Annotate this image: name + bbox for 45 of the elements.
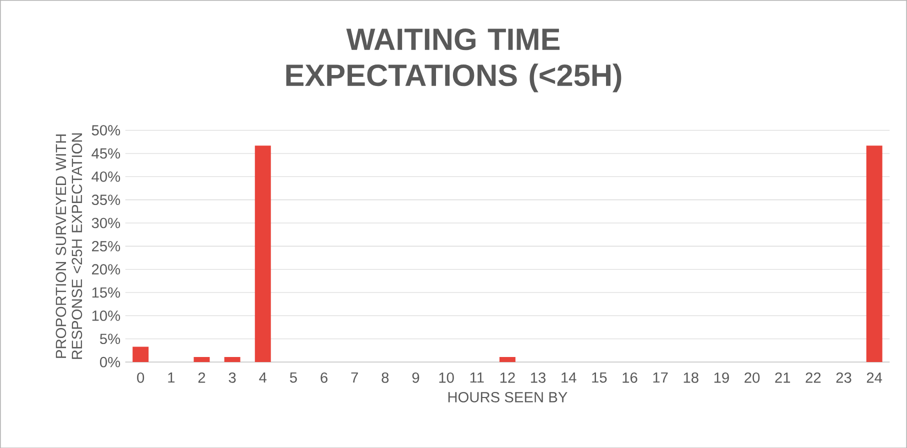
x-tick-label: 20	[744, 372, 760, 383]
x-tick-label: 19	[714, 372, 729, 383]
x-tick-label: 5	[290, 372, 297, 382]
y-tick-label: 15%	[92, 287, 120, 298]
bar	[254, 145, 271, 362]
x-tick-label: 2	[198, 372, 206, 383]
x-tick-label: 9	[412, 372, 420, 383]
x-tick-label: 10	[439, 372, 454, 383]
y-tick-label: 25%	[92, 240, 120, 252]
x-tick-label: 8	[382, 372, 389, 383]
x-tick-label: 22	[806, 372, 821, 383]
y-tick-label: 40%	[92, 171, 120, 182]
y-tick-label: 50%	[92, 124, 120, 136]
bar	[132, 346, 149, 362]
x-tick-label: 24	[866, 372, 882, 383]
y-tick-label: 30%	[92, 218, 120, 228]
y-tick-label: 5%	[100, 334, 120, 344]
bar	[224, 356, 240, 362]
x-tick-label: 16	[622, 372, 638, 383]
x-tick-label: 18	[684, 372, 698, 383]
x-tick-label: 6	[320, 372, 328, 383]
y-tick-label: 10%	[92, 310, 120, 321]
x-tick-label: 4	[259, 372, 267, 382]
x-tick-label: 23	[836, 372, 852, 383]
x-tick-label: 7	[351, 372, 358, 382]
bar	[194, 356, 210, 362]
chart-title: WAITING TIME EXPECTATIONS (<25H)	[286, 28, 622, 92]
x-tick-label: 14	[562, 372, 576, 382]
y-tick-label: 0%	[100, 356, 120, 368]
y-tick-label: 45%	[92, 148, 120, 158]
x-tick-label: 12	[500, 372, 515, 383]
x-tick-label: 1	[168, 372, 175, 382]
x-tick-label: 3	[228, 372, 236, 383]
y-tick-label: 20%	[92, 264, 120, 274]
x-tick-label: 17	[653, 372, 668, 382]
y-axis-title: PROPORTION SURVEYED WITH RESPONSE <25H EXPECTATION	[56, 133, 82, 359]
bar	[499, 356, 516, 362]
x-tick-label: 0	[137, 372, 144, 383]
x-tick-label: 13	[530, 372, 546, 383]
bar	[866, 145, 882, 362]
x-tick-label: 15	[592, 372, 607, 382]
y-tick-label: 35%	[92, 194, 120, 205]
x-axis-title: HOURS SEEN BY	[448, 392, 568, 402]
x-tick-label: 11	[470, 372, 484, 382]
x-tick-label: 21	[775, 372, 790, 383]
